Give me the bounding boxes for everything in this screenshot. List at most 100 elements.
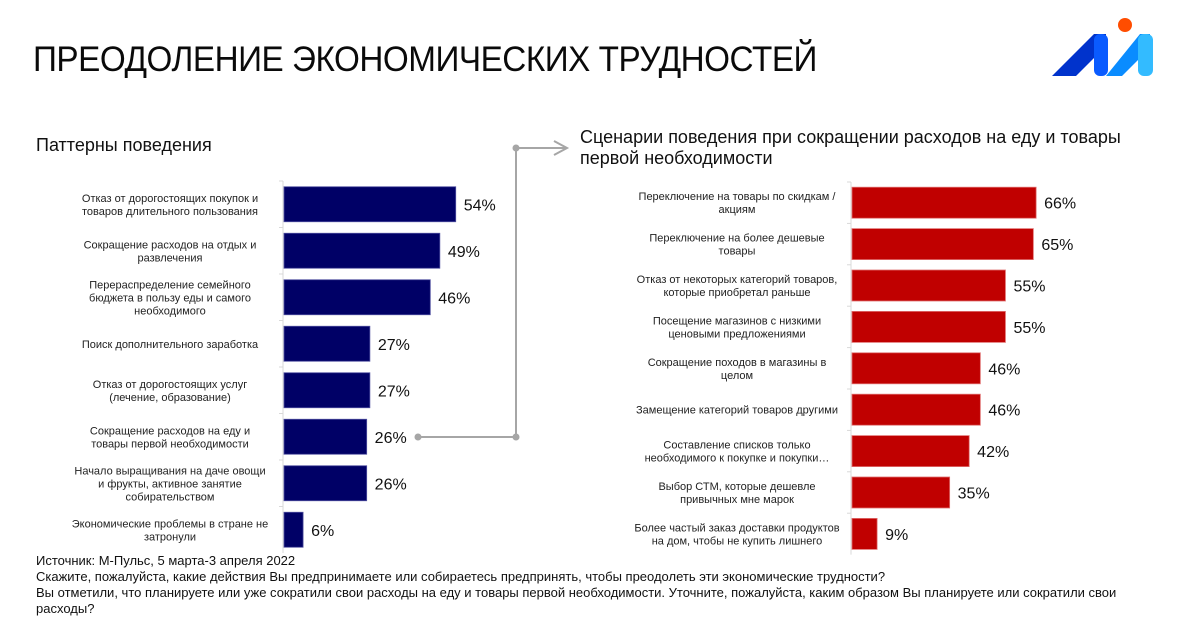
left-chart-value-label: 6% [311,523,334,540]
right-chart-category-label: Отказ от некоторых категорий товаров, кот… [637,274,838,299]
right-chart-category-label-line: акциям [719,204,756,216]
right-chart-title: Сценарии поведения при сокращении расход… [580,127,1121,168]
right-chart-category-label-line: Замещение категорий товаров другими [636,405,838,417]
right-chart-category-label: Составление списков только необходимого к… [645,440,830,465]
right-chart-bar [851,228,1034,261]
left-chart-category-label-line: необходимого [134,305,206,317]
right-chart-bar [851,352,981,385]
right-chart-category-label-line: Отказ от некоторых категорий товаров, [637,274,838,286]
left-chart-category-label-line: затронули [144,531,196,543]
right-chart-bar [851,393,981,426]
left-chart-category-label-line: Поиск дополнительного заработка [82,339,259,351]
page-title: ПРЕОДОЛЕНИЕ ЭКОНОМИЧЕСКИХ ТРУДНОСТЕЙ [33,40,817,79]
right-chart-category-label-line: Сокращение походов в магазины в [648,357,827,369]
right-chart-value-label: 42% [977,444,1009,461]
right-chart-category-label-line: Переключение на более дешевые [649,233,824,245]
left-chart-value-label: 26% [375,476,407,493]
left-chart-category-label-line: Начало выращивания на даче овощи [74,465,265,477]
left-chart-category-label-line: товаров длительного пользования [82,206,258,218]
left-chart-value-label: 26% [375,430,407,447]
right-chart-category-label-line: Составление списков только [663,440,810,452]
right-chart-category-label: Замещение категорий товаров другими [636,405,838,417]
right-chart-value-label: 9% [885,527,908,544]
left-chart-category-label-line: Сокращение расходов на отдых и [84,239,257,251]
left-chart-category-label-line: собирательством [126,491,215,503]
right-chart-category-label-line: которые приобретал раньше [663,287,810,299]
left-chart-category-label-line: и фрукты, активное занятие [98,478,242,490]
left-chart-bar [283,186,457,223]
left-chart-value-label: 27% [378,337,410,354]
right-chart-category-label: Переключение на товары по скидкам / акция… [639,191,837,216]
left-chart-category-label-line: Перераспределение семейного [89,279,251,291]
right-chart-category-label-line: Более частый заказ доставки продуктов [634,522,839,534]
logo-stroke-dark [1052,34,1106,76]
left-chart-category-label-line: Экономические проблемы в стране не [72,518,269,530]
left-bar-chart: 54%Отказ от дорогостоящих покупок и товар… [72,180,496,553]
right-chart-category-label: Сокращение походов в магазины в целом [648,357,827,382]
right-chart-bar [851,310,1006,343]
right-chart-category-label-line: Переключение на товары по скидкам / [639,191,837,203]
left-chart-category-label: Экономические проблемы в стране не затрон… [72,518,269,543]
left-chart-category-label-line: развлечения [138,252,203,264]
left-chart-title: Паттерны поведения [36,135,212,155]
right-chart-value-label: 46% [988,361,1020,378]
left-chart-bar [283,372,371,409]
logo-dot [1118,18,1132,32]
left-chart-value-label: 46% [438,290,470,307]
left-chart-category-label: Отказ от дорогостоящих покупок и товаров … [82,193,258,218]
left-chart-category-label-line: (лечение, образование) [109,392,231,404]
left-chart-category-label: Отказ от дорогостоящих услуг (лечение, об… [93,379,247,404]
right-chart-category-label-line: Посещение магазинов с низкими [653,315,821,327]
right-chart-category-label: Выбор СТМ, которые дешевле привычных мне … [658,481,815,506]
right-chart-category-label-line: на дом, чтобы не купить лишнего [652,535,823,547]
right-chart-category-label-line: товары [719,246,756,258]
left-chart-category-label-line: товары первой необходимости [91,438,249,450]
right-chart-bar [851,435,970,468]
left-chart-value-label: 49% [448,244,480,261]
left-chart-bar [283,511,304,548]
m-logo-icon [1052,18,1153,76]
right-chart-value-label: 65% [1041,237,1073,254]
left-chart-category-label-line: бюджета в пользу еды и самого [89,292,251,304]
right-chart-bar [851,269,1006,302]
right-chart-category-label-line: целом [721,370,753,382]
left-chart-category-label: Поиск дополнительного заработка [82,339,259,351]
right-chart-category-label: Посещение магазинов с низкими ценовыми пр… [653,315,821,340]
connector-arrow [414,140,570,441]
right-chart-category-label-line: ценовыми предложениями [668,328,805,340]
left-chart-category-label-line: Сокращение расходов на еду и [90,425,250,437]
left-chart-category-label: Сокращение расходов на отдых и развлечени… [84,239,257,264]
right-chart-value-label: 55% [1013,320,1045,337]
right-chart-bar [851,518,878,550]
arrow-right-icon [553,140,570,156]
question-1: Скажите, пожалуйста, какие действия Вы п… [36,569,886,584]
right-chart-value-label: 46% [988,403,1020,420]
right-chart-bar [851,186,1037,219]
right-chart-category-label: Переключение на более дешевые товары [649,233,824,258]
left-chart-bar [283,465,368,502]
right-chart-value-label: 66% [1044,196,1076,213]
left-chart-category-label: Перераспределение семейного бюджета в пол… [89,279,251,317]
left-chart-bar [283,325,371,362]
left-chart-bar [283,418,368,455]
left-chart-value-label: 54% [464,197,496,214]
right-chart-bar [851,476,951,509]
left-chart-category-label-line: Отказ от дорогостоящих услуг [93,379,247,391]
logo-stroke-mid-bar [1094,34,1108,76]
source-note: Источник: М-Пульс, 5 марта-3 апреля 2022 [36,553,296,568]
left-chart-bar [283,232,441,269]
footer-notes: Источник: М-Пульс, 5 марта-3 апреля 2022… [36,553,1176,617]
right-chart-category-label-line: Выбор СТМ, которые дешевле [658,481,815,493]
left-chart-bar [283,279,431,316]
right-chart-value-label: 55% [1013,279,1045,296]
logo-stroke-light [1138,34,1153,76]
left-chart-category-label-line: Отказ от дорогостоящих покупок и [82,193,258,205]
question-2: Вы отметили, что планируете или уже сокр… [36,585,1117,616]
left-chart-category-label: Сокращение расходов на еду и товары перво… [90,425,250,450]
right-chart-value-label: 35% [958,486,990,503]
right-chart-category-label: Более частый заказ доставки продуктов на … [634,522,839,547]
left-chart-category-label: Начало выращивания на даче овощи и фрукты… [74,465,265,503]
left-chart-value-label: 27% [378,383,410,400]
right-chart-category-label-line: необходимого к покупке и покупки… [645,453,830,465]
